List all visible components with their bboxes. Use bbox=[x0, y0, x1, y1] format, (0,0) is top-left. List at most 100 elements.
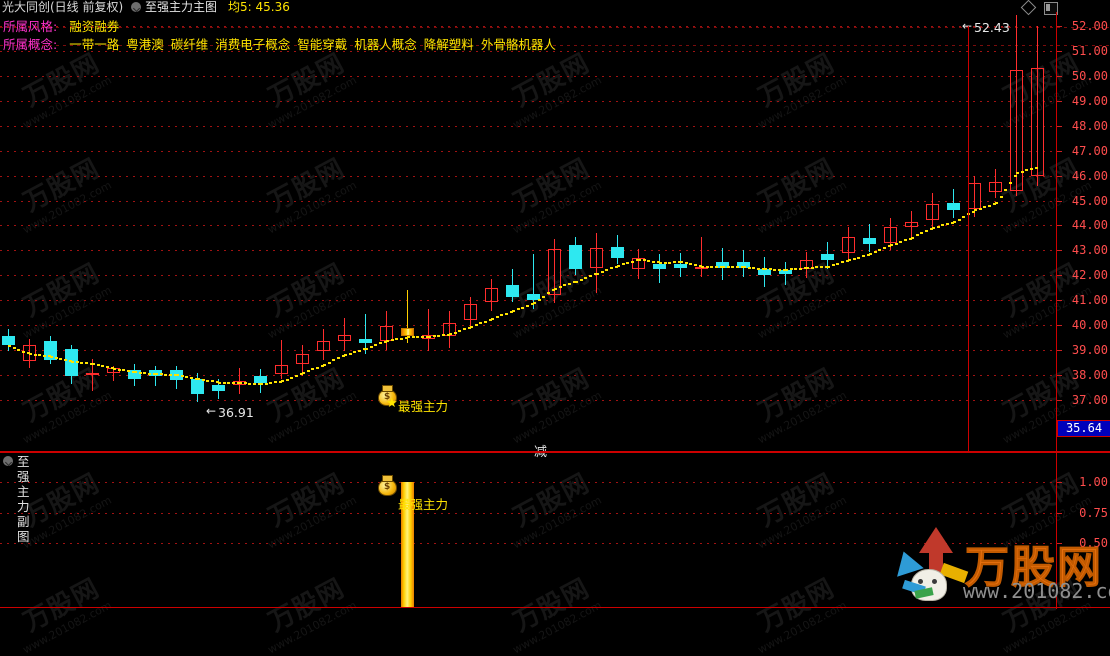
ma-dash bbox=[327, 361, 331, 364]
indicator-title-label: 至强主力主图 bbox=[145, 0, 218, 14]
ma-dash bbox=[978, 207, 982, 210]
ma-dash bbox=[1020, 170, 1024, 173]
concept-tag-4[interactable]: 智能穿戴 bbox=[297, 37, 348, 52]
concept-tag-list[interactable]: 一带一路 粤港澳 碳纤维 消费电子概念 智能穿戴 机器人概念 降解塑料 外骨骼机器人 bbox=[69, 37, 563, 52]
candle-wick bbox=[470, 296, 471, 329]
ma-dash bbox=[551, 289, 555, 292]
ma-dash bbox=[920, 232, 924, 235]
ma-dash bbox=[404, 336, 408, 339]
ma-dash bbox=[295, 374, 298, 377]
ma-dash bbox=[971, 210, 975, 213]
candle-wick bbox=[155, 366, 156, 387]
ma-dash bbox=[953, 221, 956, 224]
concept-tag-5[interactable]: 机器人概念 bbox=[354, 37, 417, 52]
ma-dash bbox=[596, 272, 599, 275]
candle-wick bbox=[554, 239, 555, 303]
candle-body bbox=[779, 270, 792, 275]
candle-body bbox=[527, 294, 540, 301]
ma-dash bbox=[857, 256, 861, 259]
ma-dash bbox=[206, 379, 210, 382]
ma-dash bbox=[705, 265, 709, 268]
ma-dash bbox=[883, 247, 886, 250]
ma-dash bbox=[890, 244, 893, 247]
star-icon: ★ bbox=[386, 396, 398, 411]
ma-dash bbox=[668, 261, 672, 264]
y-axis-label: 42.00 bbox=[1071, 268, 1108, 283]
logo-red-arrow-icon bbox=[919, 527, 953, 553]
ma-dash bbox=[442, 334, 445, 337]
tick-mark bbox=[1057, 350, 1062, 352]
ma-dash bbox=[719, 266, 723, 269]
concept-tag-1[interactable]: 粤港澳 bbox=[126, 37, 164, 52]
candle-body bbox=[2, 336, 15, 346]
ma-dash bbox=[530, 303, 534, 306]
main-price-panel[interactable]: 52.00 51.00 50.00 49.00 48.00 47.00 46.00 45.00… bbox=[0, 12, 1110, 460]
concept-tag-6[interactable]: 降解塑料 bbox=[423, 37, 474, 52]
y-axis-label: 38.00 bbox=[1071, 368, 1108, 383]
ma-dash bbox=[106, 366, 109, 369]
ma-dash bbox=[962, 216, 966, 219]
ma-dash bbox=[785, 268, 788, 271]
sub-gridline bbox=[0, 482, 1056, 484]
main-x-axis bbox=[0, 451, 1110, 452]
ma-dash bbox=[117, 368, 121, 371]
concept-tag-0[interactable]: 一带一路 bbox=[69, 37, 120, 52]
ma-dash bbox=[269, 381, 273, 384]
ma-dash bbox=[533, 302, 536, 305]
ma-dash bbox=[778, 268, 781, 271]
ma-dash bbox=[89, 363, 93, 366]
ma-dash bbox=[789, 268, 793, 271]
ma-dash bbox=[554, 287, 557, 290]
candle-body bbox=[947, 203, 960, 211]
ma-dash bbox=[148, 372, 151, 375]
ma-dash bbox=[348, 352, 352, 355]
tick-mark bbox=[1057, 150, 1062, 152]
concept-tag-2[interactable]: 碳纤维 bbox=[170, 37, 209, 52]
ma-dash bbox=[341, 355, 345, 358]
candle-body bbox=[275, 365, 288, 374]
tick-mark bbox=[1057, 50, 1062, 52]
circle-chevron-icon[interactable] bbox=[131, 2, 141, 12]
ma-dash bbox=[866, 253, 870, 256]
peak-crosshair bbox=[968, 26, 969, 452]
ma-dash bbox=[488, 318, 492, 321]
sub-bar[interactable] bbox=[401, 482, 414, 607]
ma-dash bbox=[180, 374, 184, 377]
ma-dash bbox=[631, 260, 634, 263]
candle-wick bbox=[1037, 26, 1038, 186]
ma-dash bbox=[764, 268, 767, 271]
box-icon[interactable] bbox=[1044, 2, 1058, 15]
concept-tag-7[interactable]: 外骨骼机器人 bbox=[480, 37, 556, 52]
ma-dash bbox=[852, 257, 856, 260]
ma-dash bbox=[773, 268, 777, 271]
sub-y-axis-label: 1.00 bbox=[1079, 475, 1108, 490]
sub-tick-mark bbox=[1057, 512, 1062, 514]
candle-wick bbox=[344, 317, 345, 352]
sub-tick-mark bbox=[1057, 482, 1062, 484]
candle-wick bbox=[386, 311, 387, 351]
ma-dash bbox=[92, 363, 95, 366]
sub-y-axis-label: 0.50 bbox=[1079, 536, 1108, 551]
circle-chevron-icon-sub[interactable] bbox=[3, 456, 13, 466]
sub-indicator-panel[interactable]: 1.00 0.75 0.50 bbox=[0, 452, 1110, 609]
candle-body bbox=[716, 261, 729, 268]
ma-dash bbox=[390, 339, 394, 342]
ma-dash bbox=[302, 372, 305, 375]
main-signal-label: 最强主力 bbox=[398, 399, 449, 414]
candle-wick bbox=[491, 279, 492, 312]
candle-body bbox=[44, 341, 57, 361]
site-logo: 万股网 www.201082.com bbox=[890, 527, 1110, 605]
ma-dash bbox=[836, 262, 840, 265]
candle-wick bbox=[974, 175, 975, 217]
ma-dash bbox=[449, 333, 452, 336]
ma-dash bbox=[411, 336, 415, 339]
ma-dash bbox=[453, 331, 457, 334]
ma-dash bbox=[176, 374, 179, 377]
candle-body bbox=[611, 246, 624, 258]
y-axis-label: 39.00 bbox=[1071, 343, 1108, 358]
gridline bbox=[0, 350, 1056, 352]
concept-tag-3[interactable]: 消费电子概念 bbox=[215, 37, 291, 52]
sub-y-axis-label: 0.75 bbox=[1079, 505, 1108, 520]
ma-dash bbox=[337, 357, 340, 360]
ma-dash bbox=[33, 353, 37, 356]
